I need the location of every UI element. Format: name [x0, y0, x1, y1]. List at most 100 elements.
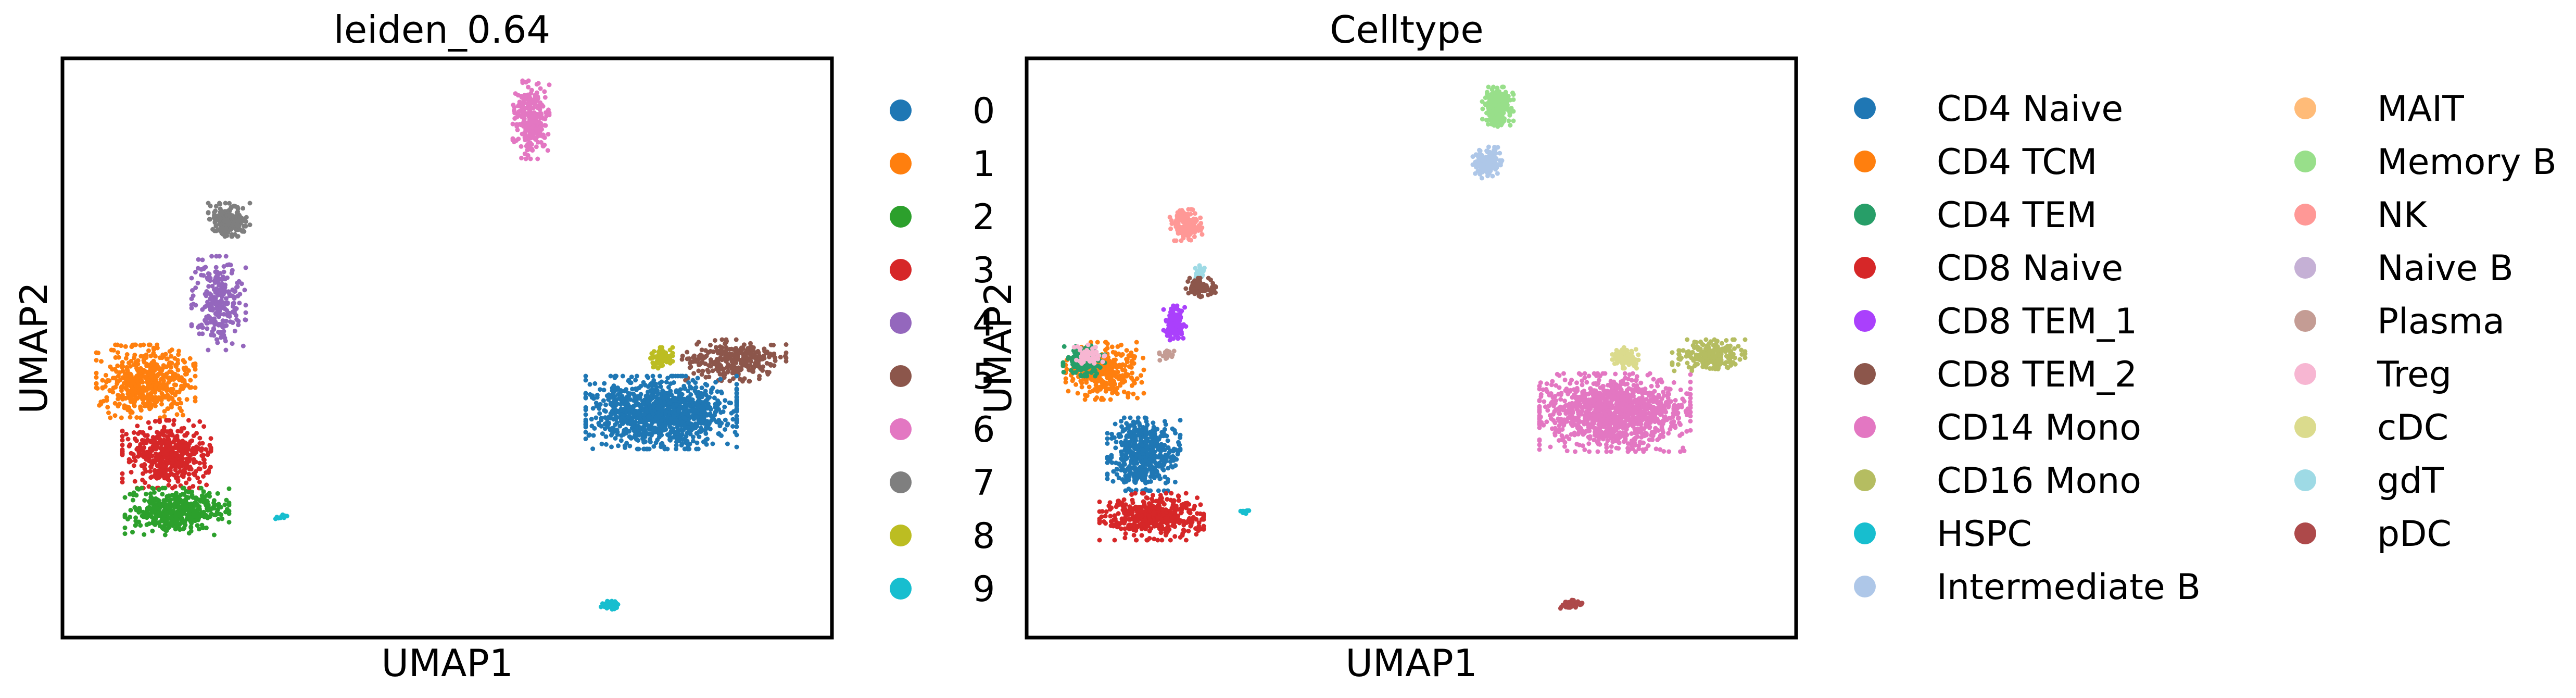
scatter-point [697, 434, 702, 439]
scatter-point [1193, 266, 1198, 271]
scatter-point [142, 498, 147, 503]
scatter-point [547, 82, 552, 88]
scatter-point [680, 353, 685, 358]
scatter-point [215, 340, 220, 345]
scatter-point [182, 359, 187, 365]
scatter-point [592, 426, 597, 431]
scatter-point [532, 119, 537, 124]
scatter-point [1117, 363, 1122, 368]
scatter-point [120, 449, 125, 454]
scatter-point [616, 443, 621, 448]
scatter-point [218, 211, 223, 217]
scatter-point [130, 379, 135, 384]
scatter-point [651, 389, 656, 394]
scatter-point [122, 403, 127, 408]
scatter-point [155, 381, 160, 387]
scatter-point [122, 371, 128, 377]
scatter-point [113, 355, 118, 360]
scatter-point [180, 498, 185, 504]
scatter-point [147, 469, 153, 474]
scatter-point [660, 345, 665, 350]
scatter-point [1092, 379, 1097, 384]
scatter-point [233, 306, 237, 311]
scatter-point [187, 503, 192, 508]
scatter-point [721, 409, 726, 414]
scatter-point [527, 144, 532, 149]
scatter-point [146, 484, 151, 489]
scatter-point [757, 373, 762, 379]
scatter-point [122, 495, 128, 500]
scatter-point [179, 401, 183, 406]
scatter-point [138, 404, 143, 409]
scatter-point [153, 385, 158, 390]
scatter-point [1121, 389, 1127, 394]
scatter-point [247, 222, 252, 228]
scatter-point [96, 351, 100, 356]
scatter-point [187, 356, 193, 361]
scatter-point [98, 400, 104, 405]
scatter-point [673, 373, 678, 379]
scatter-point [149, 397, 154, 402]
scatter-point [119, 343, 123, 348]
scatter-point [169, 463, 174, 468]
scatter-point [623, 427, 628, 432]
scatter-point [682, 446, 687, 452]
scatter-point [583, 412, 588, 417]
scatter-point [703, 375, 709, 380]
scatter-point [689, 397, 694, 402]
scatter-point [112, 401, 118, 406]
scatter-point [197, 527, 201, 532]
scatter-point [713, 380, 718, 385]
scatter-point [652, 426, 658, 431]
scatter-point [685, 350, 690, 355]
scatter-point [645, 446, 650, 452]
scatter-point [1499, 113, 1505, 118]
scatter-point [241, 206, 246, 211]
scatter-point [209, 254, 214, 259]
scatter-point [542, 95, 548, 100]
scatter-point [1168, 323, 1173, 328]
scatter-point [205, 326, 210, 331]
scatter-point [1108, 397, 1113, 402]
scatter-point [710, 368, 715, 373]
scatter-point [120, 471, 125, 476]
scatter-point [708, 405, 713, 410]
scatter-point [144, 355, 149, 360]
scatter-point [713, 410, 718, 415]
scatter-point [646, 389, 650, 394]
scatter-point [590, 446, 596, 452]
scatter-point [187, 385, 193, 390]
scatter-point [687, 384, 692, 389]
scatter-point [1131, 361, 1137, 366]
scatter-point [115, 342, 120, 347]
scatter-point [207, 291, 212, 296]
scatter-point [645, 373, 650, 379]
scatter-point [687, 356, 692, 361]
scatter-point [177, 406, 182, 410]
scatter-point [742, 353, 747, 358]
scatter-point [212, 210, 217, 215]
scatter-point [613, 402, 618, 407]
legend-label: 3 [973, 250, 995, 291]
scatter-point [231, 301, 236, 306]
scatter-point [655, 406, 660, 411]
scatter-point [1093, 344, 1098, 350]
scatter-point [1480, 117, 1485, 122]
scatter-point [168, 395, 173, 400]
scatter-point [765, 371, 771, 377]
scatter-point [180, 473, 185, 478]
scatter-point [157, 437, 162, 442]
scatter-point [193, 361, 198, 366]
scatter-point [196, 466, 201, 471]
scatter-point [115, 350, 120, 355]
scatter-point [146, 420, 151, 425]
scatter-point [599, 416, 604, 421]
scatter-point [683, 373, 688, 379]
scatter-point [647, 405, 652, 410]
scatter-point [604, 417, 610, 422]
scatter-point [1167, 317, 1172, 322]
scatter-point [1492, 94, 1497, 99]
scatter-point [211, 532, 217, 538]
scatter-point [683, 425, 688, 430]
